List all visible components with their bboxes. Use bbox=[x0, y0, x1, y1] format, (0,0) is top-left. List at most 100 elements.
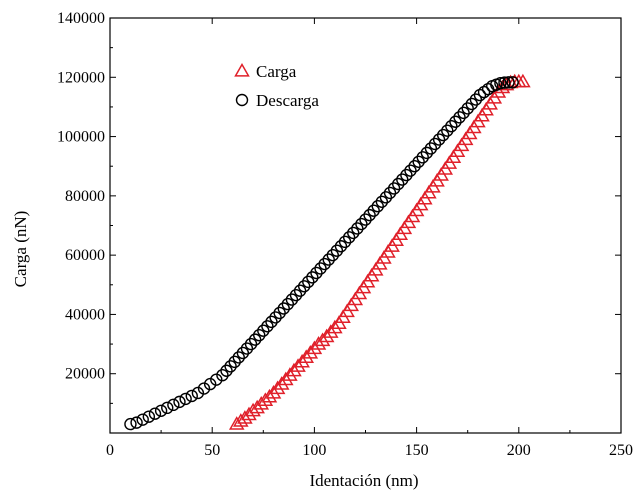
circle-point bbox=[338, 235, 352, 249]
circle-point bbox=[432, 133, 446, 146]
triangle-point bbox=[310, 336, 327, 350]
circle-point bbox=[203, 377, 217, 391]
triangle-point bbox=[294, 353, 310, 368]
circle-point bbox=[502, 76, 515, 89]
triangle-point bbox=[265, 384, 282, 399]
y-axis-label: Carga (nN) bbox=[11, 211, 30, 288]
triangle-point bbox=[515, 73, 531, 88]
y-tick-label: 140000 bbox=[57, 10, 105, 27]
circle-point bbox=[310, 266, 323, 280]
triangle-point bbox=[277, 371, 294, 386]
circle-point bbox=[240, 342, 254, 355]
triangle-point bbox=[241, 406, 257, 421]
y-tick-label: 40000 bbox=[65, 306, 105, 323]
circle-point bbox=[408, 160, 421, 173]
triangle-point bbox=[286, 362, 302, 377]
circle-point bbox=[273, 306, 286, 320]
circle-point bbox=[269, 311, 282, 324]
legend-circle-marker bbox=[235, 93, 249, 107]
circle-point bbox=[379, 191, 393, 204]
triangle-point bbox=[257, 392, 274, 407]
circle-point bbox=[494, 77, 507, 90]
triangle-point bbox=[306, 340, 323, 355]
y-tick-label: 20000 bbox=[65, 366, 105, 383]
circle-point bbox=[281, 297, 295, 311]
triangle-point bbox=[318, 328, 335, 343]
circle-point bbox=[216, 368, 229, 382]
circle-point bbox=[322, 253, 335, 266]
circle-point bbox=[326, 248, 339, 262]
circle-point bbox=[306, 271, 319, 284]
triangle-point bbox=[314, 332, 331, 347]
circle-point bbox=[400, 168, 413, 182]
triangle-point bbox=[253, 395, 270, 410]
x-tick-label: 0 bbox=[106, 442, 114, 459]
circle-point bbox=[224, 360, 237, 373]
circle-point bbox=[347, 226, 360, 240]
triangle-point bbox=[249, 399, 265, 414]
circle-point bbox=[124, 417, 137, 431]
circle-point bbox=[498, 76, 511, 89]
circle-point bbox=[293, 284, 307, 297]
circle-point bbox=[420, 146, 434, 160]
circle-point bbox=[236, 346, 250, 360]
circle-point bbox=[342, 231, 356, 244]
circle-point bbox=[289, 288, 303, 302]
legend: Carga Descarga bbox=[234, 62, 319, 110]
legend-triangle-marker bbox=[234, 62, 250, 77]
triangle-point bbox=[322, 324, 339, 338]
triangle-point bbox=[298, 349, 315, 364]
circle-point bbox=[248, 333, 262, 346]
circle-point bbox=[453, 111, 466, 124]
circle-point bbox=[351, 222, 364, 235]
circle-point bbox=[396, 173, 409, 186]
circle-point bbox=[173, 395, 186, 409]
circle-point bbox=[228, 355, 241, 369]
circle-point bbox=[355, 217, 368, 231]
circle-point bbox=[375, 195, 389, 208]
triangle-point bbox=[261, 388, 278, 403]
legend-item-carga: Carga bbox=[234, 62, 297, 81]
circle-point bbox=[445, 119, 458, 133]
triangle-point bbox=[237, 410, 253, 424]
triangle-point bbox=[327, 319, 343, 334]
circle-point bbox=[244, 337, 258, 351]
series-descarga bbox=[124, 76, 519, 431]
x-tick-label: 100 bbox=[302, 442, 326, 459]
circle-point bbox=[469, 93, 483, 106]
legend-label: Descarga bbox=[256, 91, 319, 110]
y-tick-label: 80000 bbox=[65, 188, 105, 205]
circle-point bbox=[461, 102, 474, 115]
circle-point bbox=[185, 389, 198, 403]
circle-point bbox=[277, 302, 290, 315]
triangle-point bbox=[269, 380, 286, 395]
x-axis-label: Identación (nm) bbox=[309, 471, 418, 490]
x-tick-label: 50 bbox=[204, 442, 220, 459]
x-tick-label: 250 bbox=[609, 442, 633, 459]
y-tick-label: 100000 bbox=[57, 129, 105, 146]
circle-point bbox=[412, 155, 425, 168]
series-carga bbox=[228, 73, 531, 430]
legend-label: Carga bbox=[256, 62, 297, 81]
circle-point bbox=[210, 373, 223, 386]
circle-point bbox=[363, 208, 376, 222]
circle-point bbox=[261, 320, 274, 333]
circle-point bbox=[179, 392, 192, 406]
circle-point bbox=[232, 351, 245, 364]
circle-point bbox=[142, 410, 156, 423]
circle-point bbox=[220, 364, 233, 377]
triangle-point bbox=[245, 402, 261, 417]
circle-point bbox=[130, 416, 143, 429]
circle-point bbox=[197, 382, 211, 395]
triangle-point bbox=[290, 358, 306, 372]
circle-point bbox=[428, 137, 442, 151]
circle-point bbox=[506, 76, 519, 89]
circle-point bbox=[436, 128, 450, 142]
circle-point bbox=[154, 404, 168, 417]
y-tick-label: 60000 bbox=[65, 247, 105, 264]
circle-point bbox=[334, 240, 348, 253]
x-tick-label: 200 bbox=[507, 442, 531, 459]
circle-point bbox=[257, 324, 270, 337]
circle-point bbox=[465, 97, 478, 111]
